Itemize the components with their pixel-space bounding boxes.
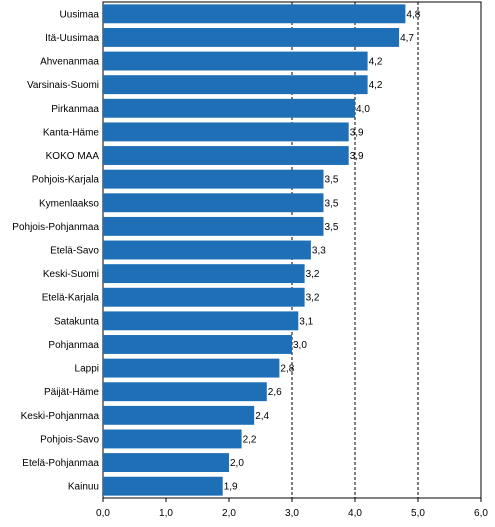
bar — [103, 4, 406, 24]
bar — [103, 169, 324, 189]
value-label: 4,8 — [406, 9, 420, 20]
category-label: Keski-Suomi — [43, 269, 99, 280]
bar — [103, 240, 311, 260]
value-label: 2,6 — [268, 387, 282, 398]
value-label: 2,2 — [243, 434, 257, 445]
x-axis: 0,0 1,0 2,0 3,0 4,0 5,0 6,0 — [96, 498, 488, 519]
value-label: 3,1 — [299, 316, 313, 327]
category-label: Päijät-Häme — [44, 387, 99, 398]
x-tick-label: 1,0 — [159, 508, 173, 519]
category-label: Kainuu — [68, 482, 99, 493]
value-label: 2,0 — [230, 458, 244, 469]
value-label: 3,9 — [350, 127, 364, 138]
value-label: 3,0 — [293, 340, 307, 351]
value-label: 3,2 — [306, 293, 320, 304]
category-label: Keski-Pohjanmaa — [21, 411, 100, 422]
category-label: KOKO MAA — [46, 151, 100, 162]
value-label: 4,7 — [400, 33, 414, 44]
category-label: Satakunta — [54, 316, 99, 327]
bar — [103, 216, 324, 236]
bar — [103, 146, 349, 165]
bar — [103, 51, 368, 71]
category-label: Pohjois-Karjala — [32, 175, 100, 186]
value-label: 4,0 — [356, 104, 370, 115]
bar — [103, 453, 229, 473]
x-tick-label: 2,0 — [222, 508, 236, 519]
category-label: Kymenlaakso — [39, 198, 99, 209]
category-label: Pohjois-Pohjanmaa — [12, 222, 99, 233]
bars — [103, 4, 406, 496]
value-label: 3,3 — [312, 246, 326, 257]
bar — [103, 405, 255, 425]
value-labels: 4,8 4,7 4,2 4,2 4,0 3,9 3,9 3,5 3,5 3,5 3,3 3,2 3,2 3… — [224, 9, 421, 492]
value-label: 1,9 — [224, 482, 238, 493]
value-label: 2,8 — [280, 364, 294, 375]
category-label: Etelä-Karjala — [42, 293, 100, 304]
value-label: 3,5 — [325, 175, 339, 186]
value-label: 3,2 — [306, 269, 320, 280]
category-label: Ahvenanmaa — [40, 57, 99, 68]
bar — [103, 27, 400, 47]
category-label: Varsinais-Suomi — [27, 80, 99, 91]
value-label: 4,2 — [369, 57, 383, 68]
category-label: Uusimaa — [60, 9, 100, 20]
category-label: Itä-Uusimaa — [45, 33, 99, 44]
bar — [103, 382, 267, 402]
category-label: Pirkanmaa — [51, 104, 99, 115]
value-label: 3,9 — [350, 151, 364, 162]
bar — [103, 311, 299, 331]
category-labels: Uusimaa Itä-Uusimaa Ahvenanmaa Varsinais-Su… — [12, 9, 99, 492]
bar — [103, 193, 324, 213]
bar — [103, 429, 242, 449]
bar — [103, 358, 280, 378]
bar — [103, 335, 292, 354]
bar — [103, 476, 223, 496]
x-tick-label: 0,0 — [96, 508, 110, 519]
value-label: 4,2 — [369, 80, 383, 91]
bar — [103, 287, 305, 307]
bar — [103, 122, 349, 142]
value-label: 3,5 — [325, 222, 339, 233]
x-tick-label: 5,0 — [411, 508, 425, 519]
category-label: Pohjois-Savo — [40, 434, 99, 445]
bar — [103, 264, 305, 284]
category-label: Pohjanmaa — [48, 340, 99, 351]
value-label: 3,5 — [325, 198, 339, 209]
x-tick-label: 6,0 — [474, 508, 488, 519]
category-label: Etelä-Savo — [50, 246, 99, 257]
bar — [103, 75, 368, 95]
category-label: Lappi — [75, 364, 99, 375]
value-label: 2,4 — [255, 411, 269, 422]
x-tick-label: 4,0 — [348, 508, 362, 519]
x-tick-label: 3,0 — [285, 508, 299, 519]
category-label: Kanta-Häme — [43, 127, 100, 138]
bar — [103, 98, 355, 118]
category-label: Etelä-Pohjanmaa — [22, 458, 99, 469]
